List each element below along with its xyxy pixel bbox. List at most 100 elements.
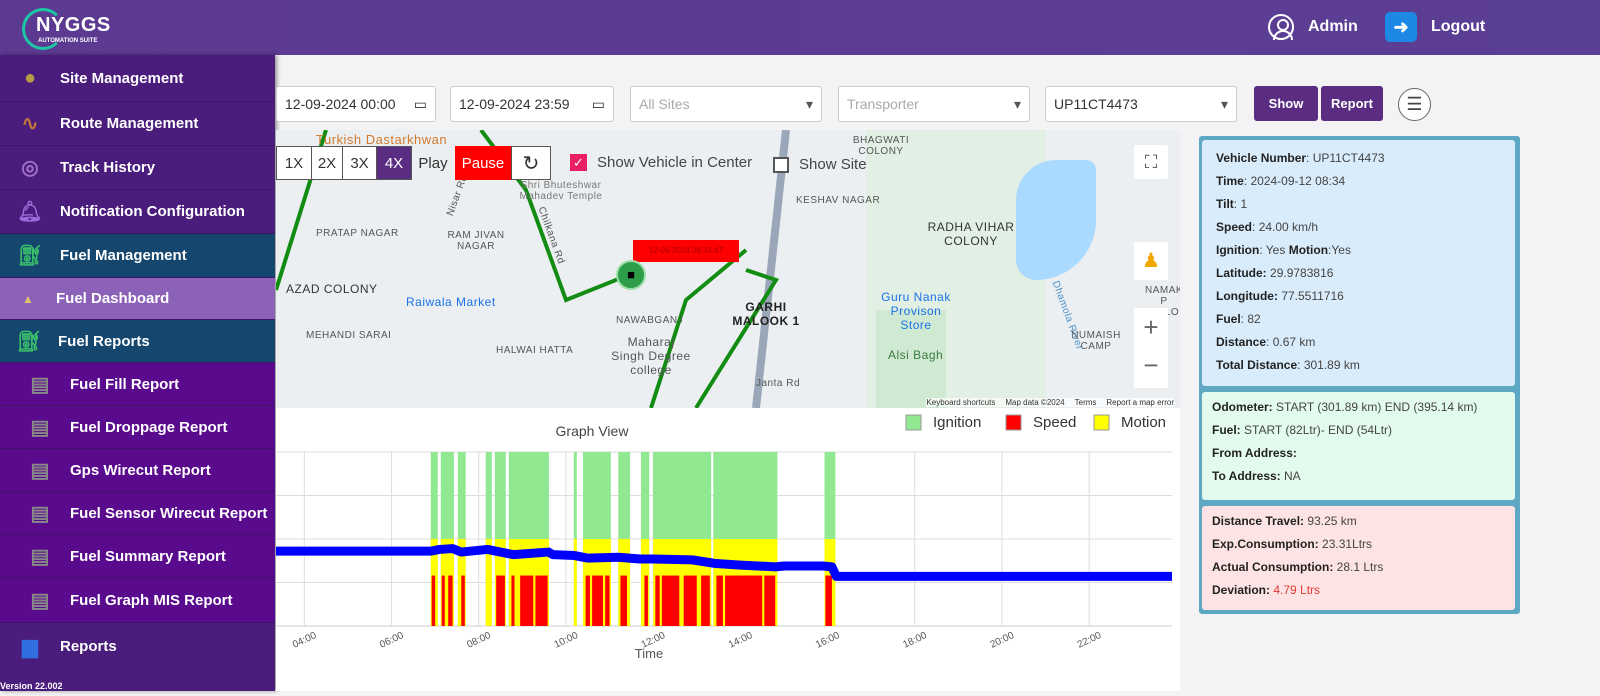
chevron-down-icon: ▾ (805, 95, 813, 112)
top-header: NYGGS AUTOMATION SUITE Admin ➜ Logout (0, 0, 1600, 55)
trip-summary-card: Odometer: START (301.89 km) END (395.14 … (1202, 392, 1515, 500)
speed-bar (725, 575, 763, 626)
speed-bar (520, 575, 534, 626)
speed-bar (496, 575, 505, 626)
sidebar-item-fuel-reports[interactable]: ⛽︎ Fuel Reports (0, 320, 275, 363)
speed-bar (585, 575, 590, 626)
show-button[interactable]: Show (1254, 86, 1318, 121)
chevron-down-icon: ▾ (1013, 95, 1021, 112)
show-vehicle-center-toggle[interactable]: ✓ Show Vehicle in Center (570, 154, 752, 171)
street-view-pegman-icon[interactable]: ♟ (1134, 242, 1168, 280)
fuel-pump-icon: ⛽︎ (16, 330, 42, 353)
sidebar-item-track-history[interactable]: ◎ Track History (0, 146, 275, 190)
sidebar-item-gps-wirecut-report[interactable]: ▤ Gps Wirecut Report (0, 449, 275, 492)
speed-bar (655, 575, 660, 626)
vehicle-tooltip: 12-09-2024 08:34:47 (633, 240, 739, 262)
sidebar-item-notification-configuration[interactable]: 🔔︎ Notification Configuration (0, 190, 275, 234)
fuel-line (276, 544, 1172, 581)
speed-1x-button[interactable]: 1X (276, 146, 312, 180)
legend-label: Ignition (933, 414, 981, 431)
x-tick-label: 20:00 (989, 630, 1017, 651)
checkbox-unchecked-icon[interactable] (773, 156, 789, 173)
report-button[interactable]: Report (1321, 86, 1383, 121)
checkbox-checked-icon[interactable]: ✓ (570, 154, 587, 171)
fullscreen-icon[interactable]: ⛶ (1134, 145, 1168, 179)
x-tick-label: 18:00 (901, 630, 929, 651)
x-axis-label: Time (635, 646, 663, 661)
truck-icon[interactable]: ■ (616, 260, 646, 290)
pause-button[interactable]: Pause (455, 146, 511, 180)
chart-title: Graph View (556, 423, 630, 439)
x-tick-label: 08:00 (465, 630, 493, 651)
user-icon (1268, 14, 1294, 40)
reset-icon[interactable]: ↻ (511, 146, 551, 180)
x-tick-label: 10:00 (553, 630, 581, 651)
report-icon: ▤ (30, 545, 50, 568)
report-icon: ▤ (30, 502, 50, 525)
logout-icon: ➜ (1385, 12, 1417, 42)
menu-icon[interactable]: ☰ (1398, 88, 1431, 121)
sidebar-item-fuel-management[interactable]: ⛽︎ Fuel Management (0, 234, 275, 278)
speed-bar (716, 575, 723, 626)
fuel-chart: 04:00 06:00 08:00 10:00 12:00 14:00 16:00 18:00… (276, 414, 1172, 661)
vehicle-number-row: Vehicle Number: UP11CT4473 (1216, 151, 1385, 165)
transporter-select[interactable]: Transporter ▾ (838, 86, 1030, 122)
x-tick-label: 16:00 (814, 630, 842, 651)
vehicle-select[interactable]: UP11CT4473 ▾ (1045, 86, 1237, 122)
calendar-icon[interactable]: ▭ (413, 95, 427, 112)
x-tick-label: 22:00 (1076, 630, 1104, 651)
location-pin-icon: ● (23, 66, 37, 89)
bell-gear-icon: 🔔︎ (17, 201, 43, 223)
consumption-card: Distance Travel: 93.25 km Exp.Consumptio… (1202, 506, 1515, 610)
speed-bar (683, 575, 697, 626)
chart-file-icon: ▆ (22, 635, 38, 658)
legend-swatch (1005, 414, 1022, 431)
speed-3x-button[interactable]: 3X (342, 146, 377, 180)
sidebar-item-fuel-summary-report[interactable]: ▤ Fuel Summary Report (0, 535, 275, 578)
vehicle-info-panel: Vehicle Number: UP11CT4473 Time: 2024-09… (1199, 136, 1520, 614)
nyggs-logo[interactable]: NYGGS AUTOMATION SUITE (22, 8, 112, 52)
sidebar-item-reports[interactable]: ▆ Reports (0, 623, 275, 669)
speed-2x-button[interactable]: 2X (311, 146, 343, 180)
speed-bar (535, 575, 548, 626)
motion-bar (573, 539, 577, 626)
sidebar-item-fuel-sensor-wirecut-report[interactable]: ▤ Fuel Sensor Wirecut Report (0, 492, 275, 535)
speed-4x-button[interactable]: 4X (376, 146, 412, 180)
sites-select[interactable]: All Sites ▾ (630, 86, 822, 122)
map-view[interactable]: Turkish Dastarkhwan PRATAP NAGAR RAM JIV… (276, 130, 1180, 408)
zoom-out-button[interactable]: − (1143, 350, 1159, 380)
legend-label: Motion (1121, 414, 1166, 431)
sidebar-item-route-management[interactable]: ∿ Route Management (0, 102, 275, 146)
speed-bar (605, 575, 610, 626)
speed-bar (511, 575, 515, 626)
graph-view: 04:00 06:00 08:00 10:00 12:00 14:00 16:00 18:00… (276, 408, 1180, 691)
sidebar-item-fuel-graph-mis-report[interactable]: ▤ Fuel Graph MIS Report (0, 578, 275, 623)
speed-bar (448, 575, 453, 626)
route-icon: ∿ (21, 113, 39, 135)
report-icon: ▤ (30, 589, 50, 612)
show-site-toggle[interactable]: Show Site (773, 156, 867, 173)
from-date-input[interactable]: 12-09-2024 00:00 ▭ (276, 86, 436, 122)
report-icon: ▤ (30, 459, 50, 482)
sidebar-item-fuel-droppage-report[interactable]: ▤ Fuel Droppage Report (0, 406, 275, 449)
legend-label: Speed (1033, 414, 1076, 431)
speed-bar (764, 575, 776, 626)
sidebar-item-fuel-dashboard[interactable]: ▲ Fuel Dashboard (0, 278, 275, 320)
speed-bar (701, 575, 710, 626)
to-date-input[interactable]: 12-09-2024 23:59 ▭ (450, 86, 614, 122)
logout-button[interactable]: ➜ Logout (1385, 12, 1485, 42)
zoom-controls: + − (1134, 308, 1168, 388)
legend-swatch (905, 414, 922, 431)
calendar-icon[interactable]: ▭ (591, 95, 605, 112)
fuel-pump-icon: ⛽︎ (17, 245, 43, 267)
version-label: Version 22.002 (0, 681, 63, 691)
speed-bar (461, 575, 465, 626)
play-button[interactable]: Play (418, 154, 448, 172)
speed-bar (592, 575, 604, 626)
report-icon: ▤ (30, 416, 50, 439)
admin-button[interactable]: Admin (1268, 14, 1358, 40)
chevron-down-icon: ▾ (1220, 95, 1228, 112)
sidebar-item-fuel-fill-report[interactable]: ▤ Fuel Fill Report (0, 363, 275, 406)
sidebar-item-site-management[interactable]: ● Site Management (0, 55, 275, 102)
zoom-in-button[interactable]: + (1143, 312, 1159, 342)
